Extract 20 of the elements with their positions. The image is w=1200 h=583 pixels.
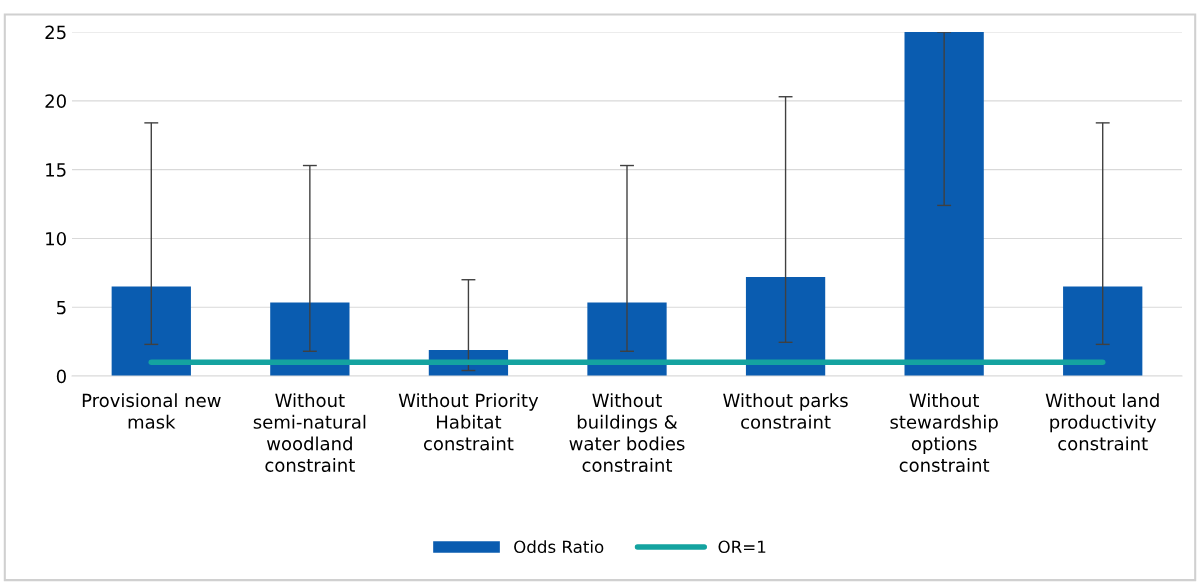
y-tick-label: 15 — [46, 163, 66, 177]
x-tick-label: Without land productivity constraint — [1045, 393, 1159, 451]
legend-label: Odds Ratio — [514, 540, 604, 554]
y-tick-label: 20 — [45, 94, 66, 108]
x-tick-label: Without parks constraint — [723, 393, 848, 429]
bar — [745, 276, 826, 377]
x-tick-label: Without semi-natural woodland constraint — [253, 393, 366, 472]
x-tick-label: Provisional new mask — [82, 393, 221, 429]
y-tick-label: 5 — [57, 300, 66, 315]
legend-label: OR=1 — [718, 540, 766, 554]
x-tick-label: Without stewardship options constraint — [890, 393, 998, 472]
y-tick-label: 25 — [45, 25, 66, 40]
y-tick-label: 10 — [46, 231, 66, 246]
bar — [111, 286, 191, 377]
bar — [1063, 286, 1143, 377]
x-tick-label: Without Priority Habitat constraint — [398, 393, 539, 451]
bar — [904, 32, 984, 377]
bar — [270, 302, 350, 377]
y-tick-label: 0 — [56, 369, 66, 384]
x-tick-label: Without buildings & water bodies constraint — [569, 393, 685, 472]
